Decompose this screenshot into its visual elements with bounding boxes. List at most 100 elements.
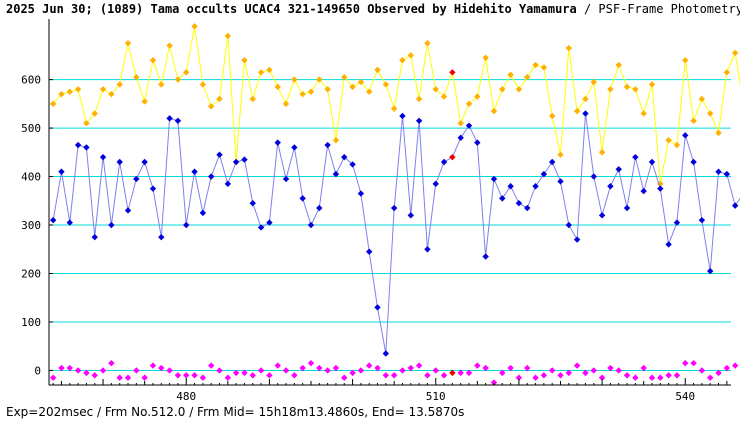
background-data-point [499,369,506,377]
background-data-point [598,374,606,381]
comparison-data-point [183,69,190,76]
comparison-data-point [149,57,157,64]
background-data-point [399,367,406,374]
target-data-point [507,183,514,190]
comparison-data-point [449,69,456,76]
target-data-point [515,200,523,207]
background-data-point [158,364,165,372]
target-data-point [183,221,190,229]
background-data-point [582,369,589,377]
target-data-point [58,168,65,175]
target-data-point [690,158,697,166]
y-tick-label: 400 [21,171,41,184]
comparison-data-point [108,90,115,98]
comparison-data-point [590,78,597,86]
background-data-point [224,374,232,381]
background-data-point [707,374,714,381]
comparison-data-point [58,90,65,98]
chart-title: 2025 Jun 30; (1089) Tama occults UCAC4 3… [6,2,740,16]
comparison-data-point [715,129,722,137]
target-data-point [49,216,57,224]
target-data-point [299,195,306,202]
comparison-data-point [116,81,123,88]
target-data-point [241,156,248,163]
comparison-data-point [623,83,631,91]
comparison-data-point [524,73,531,81]
background-data-point [615,367,622,374]
background-data-point [657,374,664,381]
target-data-point [349,161,356,168]
comparison-data-point [657,180,664,188]
comparison-data-point [66,88,73,95]
comparison-data-point [648,81,656,88]
background-data-point [457,369,464,377]
background-data-point [174,372,182,379]
background-data-point [698,367,706,374]
background-data-point [465,369,473,377]
background-data-point [274,362,281,369]
frame-info-footer: Exp=202msec / Frm No.512.0 / Frm Mid= 15… [6,405,465,419]
chart-title-main: 2025 Jun 30; (1089) Tama occults UCAC4 3… [6,2,577,16]
comparison-data-point [141,98,148,105]
target-data-point [249,200,256,207]
comparison-data-point [274,83,281,91]
comparison-data-point [457,120,464,127]
background-data-point [83,369,90,377]
background-data-point [58,364,65,372]
target-data-point [532,183,539,190]
comparison-data-point [465,100,473,108]
comparison-data-point [366,88,373,95]
comparison-data-point [415,95,423,103]
comparison-data-point [74,86,82,93]
y-tick-label: 200 [21,268,41,281]
background-data-point [374,364,381,372]
target-data-point [74,141,82,149]
target-data-point [332,170,340,178]
background-data-point [282,367,290,374]
target-data-point [524,204,531,212]
target-data-point [432,180,439,188]
background-data-point [490,379,498,386]
comparison-data-point [224,32,232,40]
background-data-point [723,364,731,372]
background-data-point [731,362,739,369]
background-data-point [216,367,223,374]
comparison-data-point [707,110,714,117]
target-data-point [166,115,173,122]
background-data-point [482,364,489,372]
chart-subtitle: / PSF-Frame Photometry / [576,2,740,16]
target-data-point [482,253,489,260]
grid-layer [49,79,731,371]
target-data-point [615,166,622,173]
background-data-point [390,372,398,379]
target-series-line [52,113,740,354]
target-data-point [207,173,215,180]
comparison-data-point [532,61,539,69]
comparison-data-point [565,44,573,52]
target-data-point [232,158,240,166]
y-tick-label: 100 [21,316,41,329]
target-data-point [707,267,714,275]
comparison-data-point [158,81,165,88]
comparison-data-point [191,23,198,30]
comparison-data-point [640,110,647,117]
x-tick-label: 480 [176,390,196,403]
background-data-point [573,362,581,369]
background-data-point [324,367,331,374]
target-data-point [116,158,123,166]
target-data-point [657,185,664,192]
target-data-point [607,183,614,190]
target-data-point [548,158,556,166]
comparison-data-point [341,73,348,81]
comparison-data-point [690,117,697,125]
background-data-point [590,367,597,374]
background-data-point [133,367,140,374]
y-tick-label: 600 [21,74,41,87]
background-data-point [424,372,431,379]
comparison-data-point [207,103,215,110]
comparison-data-point [515,86,523,93]
background-data-point [207,362,215,369]
target-data-point [291,144,298,151]
target-data-point [565,221,573,229]
comparison-data-point [665,136,672,144]
